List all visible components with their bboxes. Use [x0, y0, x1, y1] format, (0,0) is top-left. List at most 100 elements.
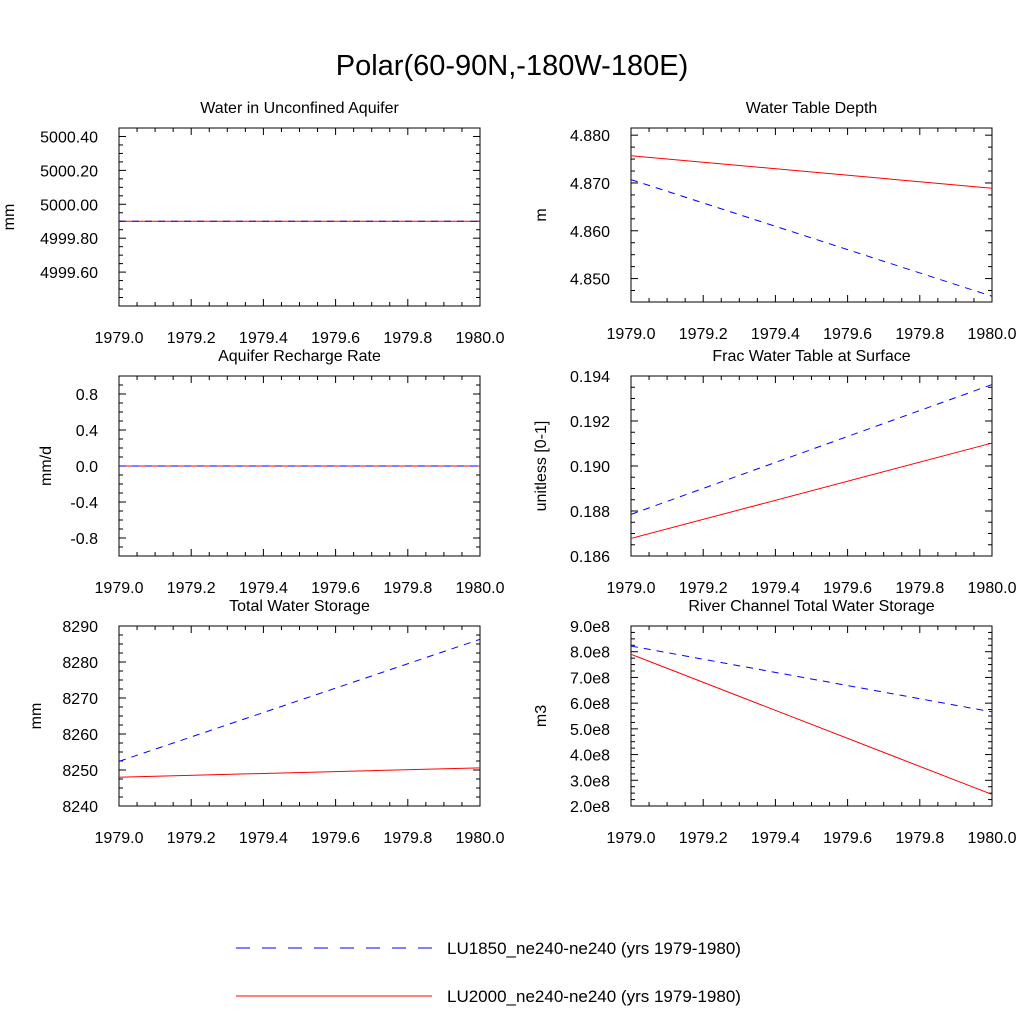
y-tick-label: 4.860 — [570, 224, 610, 241]
y-tick-label: 4.880 — [570, 128, 610, 145]
y-axis-label: unitless [0-1] — [533, 421, 550, 512]
x-tick-label: 1979.8 — [895, 326, 944, 343]
x-tick-label: 1979.8 — [895, 580, 944, 597]
x-tick-label: 1979.4 — [239, 580, 288, 597]
y-tick-label: 0.188 — [570, 504, 610, 521]
x-tick-label: 1979.2 — [167, 830, 216, 847]
x-tick-label: 1979.0 — [95, 330, 144, 347]
plot-frame — [630, 127, 993, 303]
x-tick-label: 1979.4 — [751, 580, 800, 597]
chart-panel-3: Aquifer Recharge Rate mm/d 1979.0 1979.2 197… — [38, 348, 505, 597]
x-tick-label: 1980.0 — [968, 326, 1017, 343]
x-tick-label: 1980.0 — [456, 330, 505, 347]
chart-panel-1: Water in Unconfined Aquifer mm 1979.0 1979.… — [1, 100, 505, 347]
y-tick-label: 0.0 — [76, 459, 98, 476]
panel-title: Total Water Storage — [229, 598, 370, 615]
y-tick-label: -0.8 — [70, 531, 98, 548]
x-tick-label: 1979.6 — [311, 330, 360, 347]
y-tick-label: 8.0e8 — [570, 645, 610, 662]
y-tick-label: 8260 — [62, 727, 98, 744]
y-tick-label: 4.0e8 — [570, 748, 610, 765]
x-tick-label: 1979.8 — [895, 830, 944, 847]
x-tick-label: 1979.8 — [383, 830, 432, 847]
plot-frame — [630, 625, 993, 807]
x-tick-label: 1979.4 — [751, 830, 800, 847]
y-tick-label: 4.850 — [570, 272, 610, 289]
plot-frame — [118, 127, 481, 307]
y-tick-label: 5000.00 — [40, 197, 98, 214]
x-tick-label: 1979.6 — [311, 580, 360, 597]
panel-title: Water in Unconfined Aquifer — [200, 100, 399, 117]
legend-item-1: LU1850_ne240-ne240 (yrs 1979-1980) — [236, 939, 741, 958]
x-tick-label: 1979.0 — [607, 580, 656, 597]
y-tick-label: 0.8 — [76, 387, 98, 404]
y-tick-label: 5000.20 — [40, 163, 98, 180]
y-tick-label: 8240 — [62, 799, 98, 816]
y-axis-label: mm/d — [38, 446, 55, 486]
series-lu2000-line — [630, 442, 993, 539]
panel-title: Water Table Depth — [746, 100, 878, 117]
series-lu1850-line — [630, 384, 993, 515]
y-tick-label: 0.194 — [570, 369, 610, 386]
x-tick-label: 1979.4 — [239, 330, 288, 347]
y-tick-label: 2.0e8 — [570, 799, 610, 816]
x-tick-label: 1979.2 — [679, 830, 728, 847]
chart-panel-5: Total Water Storage mm 1979.0 1979.2 1979.4 1… — [28, 598, 505, 847]
x-tick-label: 1979.2 — [167, 580, 216, 597]
y-tick-label: 0.192 — [570, 414, 610, 431]
y-axis-label: m — [533, 208, 550, 221]
series-lu2000-line — [630, 653, 993, 795]
y-tick-label: 4999.60 — [40, 265, 98, 282]
y-tick-label: 8280 — [62, 655, 98, 672]
panel-title: Aquifer Recharge Rate — [218, 348, 381, 365]
y-tick-label: 4.870 — [570, 176, 610, 193]
y-tick-label: 6.0e8 — [570, 696, 610, 713]
chart-panel-4: Frac Water Table at Surface unitless [0-1… — [533, 348, 1017, 597]
x-tick-label: 1980.0 — [456, 830, 505, 847]
x-tick-label: 1979.8 — [383, 580, 432, 597]
legend-label: LU2000_ne240-ne240 (yrs 1979-1980) — [447, 987, 741, 1006]
page-title: Polar(60-90N,-180W-180E) — [335, 50, 689, 82]
panel-title: River Channel Total Water Storage — [688, 598, 934, 615]
y-tick-label: 8270 — [62, 691, 98, 708]
y-axis-label: mm — [1, 204, 18, 231]
x-tick-label: 1979.0 — [95, 580, 144, 597]
panel-title: Frac Water Table at Surface — [712, 348, 910, 365]
y-tick-label: 7.0e8 — [570, 670, 610, 687]
y-tick-label: -0.4 — [70, 495, 98, 512]
x-tick-label: 1979.2 — [167, 330, 216, 347]
x-tick-label: 1979.2 — [679, 580, 728, 597]
x-tick-label: 1979.4 — [751, 326, 800, 343]
chart-panel-2: Water Table Depth m 1979.0 1979.2 1979.4 1979… — [533, 100, 1017, 343]
y-axis-label: m3 — [533, 705, 550, 727]
x-tick-label: 1979.6 — [311, 830, 360, 847]
y-tick-label: 0.190 — [570, 459, 610, 476]
x-tick-label: 1979.6 — [823, 580, 872, 597]
y-tick-label: 0.186 — [570, 549, 610, 566]
y-tick-label: 3.0e8 — [570, 773, 610, 790]
x-tick-label: 1980.0 — [968, 830, 1017, 847]
y-tick-label: 8250 — [62, 763, 98, 780]
plot-frame — [118, 625, 481, 807]
y-tick-label: 8290 — [62, 619, 98, 636]
x-tick-label: 1979.6 — [823, 830, 872, 847]
series-lu1850-line — [118, 638, 481, 762]
legend-label: LU1850_ne240-ne240 (yrs 1979-1980) — [447, 939, 741, 958]
chart-panel-6: River Channel Total Water Storage m3 1979.… — [533, 598, 1017, 847]
y-tick-label: 4999.80 — [40, 231, 98, 248]
y-axis-label: mm — [28, 703, 45, 730]
series-lu2000-line — [630, 155, 993, 189]
y-tick-label: 5.0e8 — [570, 722, 610, 739]
legend-item-2: LU2000_ne240-ne240 (yrs 1979-1980) — [236, 987, 741, 1006]
x-tick-label: 1980.0 — [968, 580, 1017, 597]
series-lu2000-line — [118, 767, 481, 778]
x-tick-label: 1979.8 — [383, 330, 432, 347]
x-tick-label: 1979.0 — [607, 830, 656, 847]
y-tick-label: 9.0e8 — [570, 619, 610, 636]
x-tick-label: 1979.6 — [823, 326, 872, 343]
x-tick-label: 1980.0 — [456, 580, 505, 597]
series-lu1850-line — [630, 645, 993, 713]
y-tick-label: 5000.40 — [40, 129, 98, 146]
x-tick-label: 1979.4 — [239, 830, 288, 847]
